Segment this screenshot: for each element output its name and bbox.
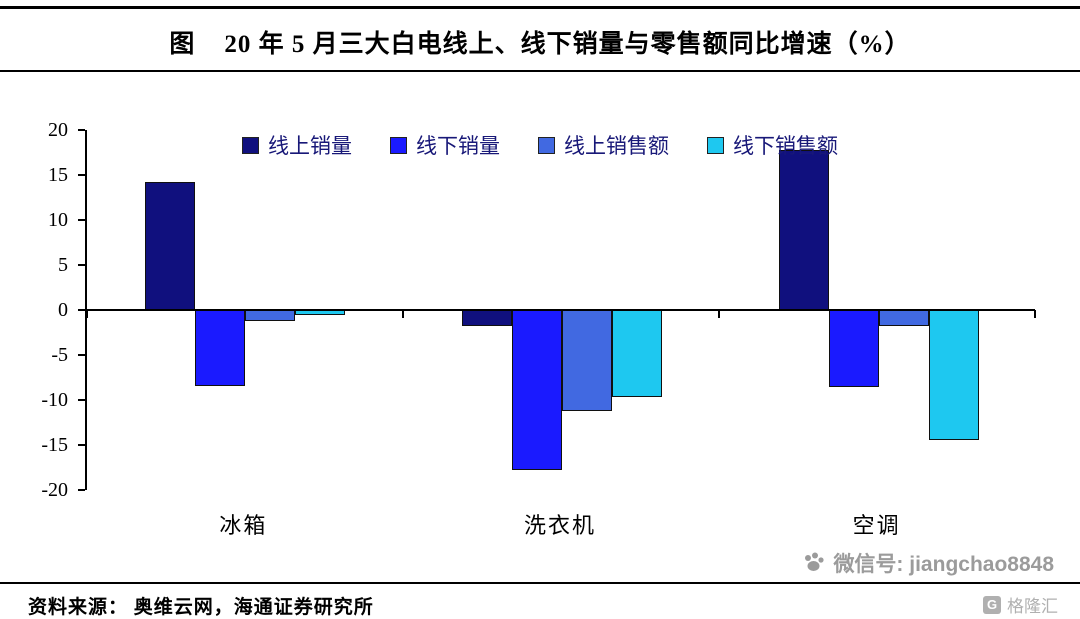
footer-rule [0, 582, 1080, 584]
bar-洗衣机-线上销量 [462, 310, 512, 327]
bar-空调-线下销售额 [928, 310, 979, 440]
legend-label: 线上销售额 [564, 134, 669, 158]
x-axis-label-洗衣机: 洗衣机 [523, 513, 597, 538]
x-axis-labels: 冰箱 洗衣机 空调 [85, 508, 1035, 540]
y-tick-mark [78, 219, 85, 221]
legend-item-线下销量: 线下销量 [390, 130, 500, 160]
y-tick-label: -10 [41, 389, 68, 411]
source-note: 资料来源： 奥维云网，海通证券研究所 [28, 597, 374, 618]
zero-axis-line [87, 309, 1035, 311]
y-tick-mark [78, 174, 85, 176]
y-tick-label: 10 [48, 209, 68, 231]
y-axis: 20 15 10 5 0 -5 -10 -15 -20 [0, 120, 78, 500]
bar-冰箱-线下销量 [195, 310, 246, 386]
legend-item-线上销量: 线上销量 [242, 130, 352, 160]
legend-item-线上销售额: 线上销售额 [538, 130, 669, 160]
legend-swatch [242, 136, 259, 154]
y-tick-mark [78, 354, 85, 356]
legend-swatch [538, 136, 555, 154]
x-axis-label-空调: 空调 [852, 513, 901, 538]
y-tick-label: 5 [58, 254, 68, 276]
bar-洗衣机-线下销量 [512, 310, 562, 471]
title-rule [0, 70, 1080, 72]
y-tick-label: 15 [48, 164, 68, 186]
y-tick-mark [78, 264, 85, 266]
bar-洗衣机-线下销售额 [612, 310, 662, 398]
x-tick-mark [86, 310, 88, 318]
bar-冰箱-线上销量 [145, 182, 196, 310]
y-tick-label: -20 [41, 479, 68, 501]
chart-legend: 线上销量 线下销量 线上销售额 线下销售额 [0, 130, 1080, 160]
legend-label: 线下销售额 [733, 134, 838, 158]
legend-swatch [390, 136, 407, 154]
plot-area [78, 129, 1036, 491]
y-tick-label: -15 [41, 434, 68, 456]
legend-label: 线下销量 [416, 134, 500, 158]
legend-item-线下销售额: 线下销售额 [707, 130, 838, 160]
bar-空调-线上销量 [778, 149, 829, 310]
wechat-text: 微信号: jiangchao8848 [833, 553, 1054, 576]
y-tick-mark [78, 444, 85, 446]
legend-swatch [707, 136, 724, 154]
y-tick-label: -5 [51, 344, 68, 366]
x-tick-mark [1034, 310, 1036, 318]
x-tick-mark [717, 310, 720, 318]
x-axis-label-冰箱: 冰箱 [219, 513, 268, 538]
y-tick-mark [78, 489, 85, 491]
bar-空调-线上销售额 [878, 310, 929, 327]
y-tick-mark [78, 129, 85, 131]
legend-label: 线上销量 [268, 134, 352, 158]
bar-冰箱-线上销售额 [245, 310, 296, 321]
bar-洗衣机-线上销售额 [562, 310, 612, 411]
bar-空调-线下销量 [828, 310, 879, 387]
wechat-watermark: 微信号: jiangchao8848 [801, 548, 1054, 578]
gelonghui-icon: G [983, 595, 1001, 614]
top-rule [0, 6, 1080, 9]
y-tick-mark [78, 309, 85, 311]
y-tick-label: 20 [48, 119, 68, 141]
gelonghui-logo: G 格隆汇 [983, 592, 1058, 617]
paw-icon [805, 552, 825, 571]
y-tick-label: 0 [58, 299, 68, 321]
gelonghui-text: 格隆汇 [1007, 597, 1058, 616]
y-tick-mark [78, 399, 85, 401]
chart-title: 图 20 年 5 月三大白电线上、线下销量与零售额同比增速（%） [169, 31, 911, 58]
x-tick-mark [401, 310, 404, 318]
